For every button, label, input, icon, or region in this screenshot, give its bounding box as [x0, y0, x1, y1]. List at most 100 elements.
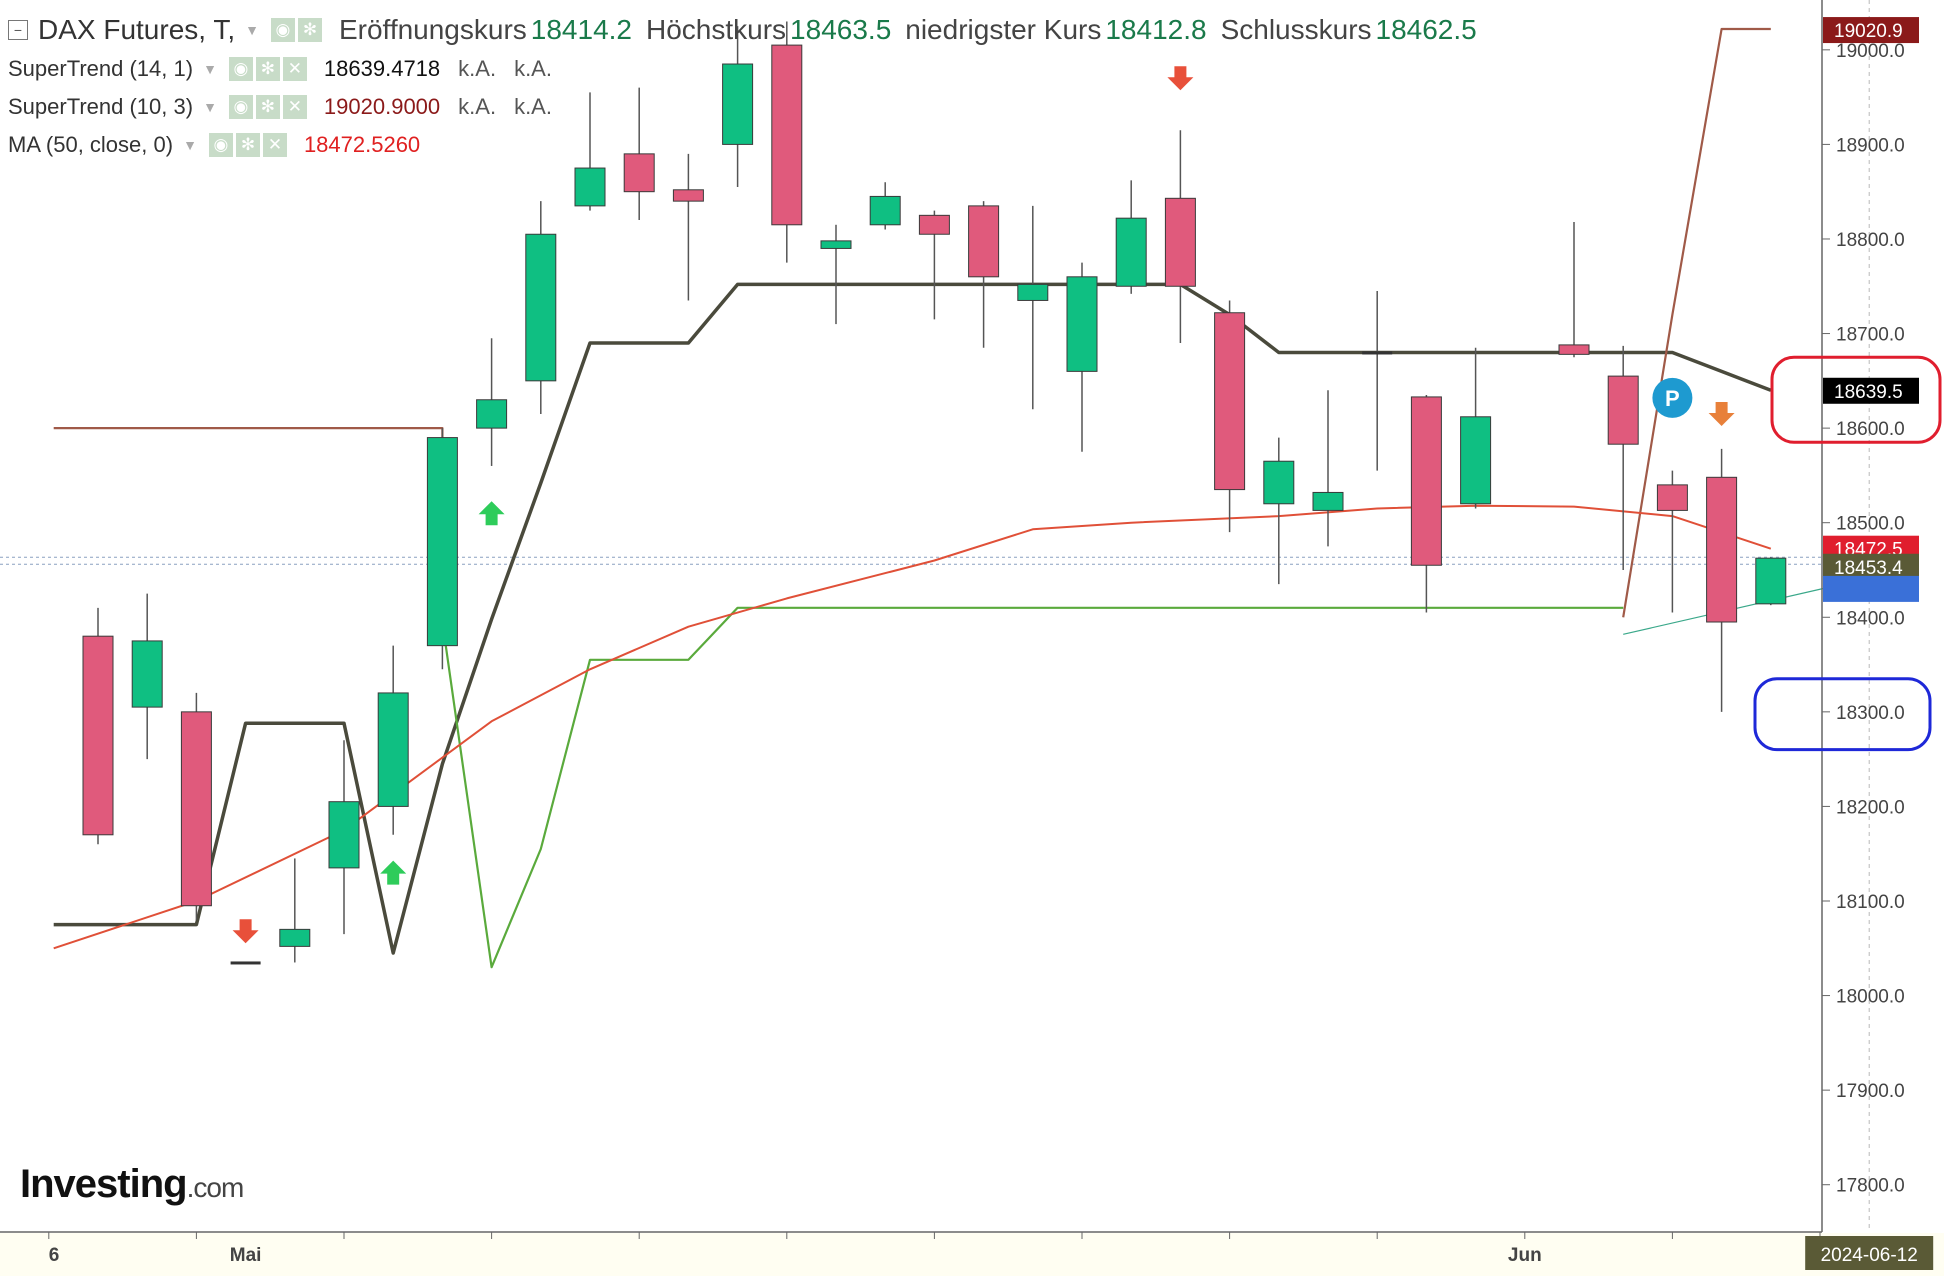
indicator-extra-2: k.A. — [514, 94, 552, 119]
ohlc-high-label: Höchstkurs — [646, 14, 787, 45]
x-tick-label: Jun — [1508, 1245, 1542, 1266]
y-tick-label: 17800.0 — [1836, 1176, 1905, 1197]
price-label-background — [1823, 575, 1919, 602]
gear-icon[interactable]: ✻ — [255, 95, 280, 119]
ohlc-low-label: niedrigster Kurs — [905, 14, 1102, 45]
gear-icon[interactable]: ✻ — [255, 57, 280, 81]
candle-body-up — [377, 692, 409, 807]
x-current-date-background — [1805, 1236, 1934, 1270]
y-tick-label: 18600.0 — [1836, 419, 1905, 440]
candle-body-down — [672, 189, 704, 202]
y-tick-label: 18800.0 — [1836, 230, 1905, 251]
candle-body-up — [279, 928, 311, 947]
close-icon[interactable]: ✕ — [282, 57, 307, 81]
arrow-down-icon — [1708, 401, 1735, 426]
candle-body-down — [623, 153, 655, 193]
arrow-up-icon — [380, 860, 407, 885]
symbol-title: DAX Futures, T, — [38, 14, 236, 45]
candle-body-down — [1164, 197, 1196, 287]
indicator-extra-2: k.A. — [514, 56, 552, 81]
y-tick-label: 18700.0 — [1836, 325, 1905, 346]
candle-body-down — [82, 635, 114, 836]
y-tick-label: 18200.0 — [1836, 797, 1905, 818]
eye-icon[interactable]: ◉ — [228, 57, 253, 81]
close-icon[interactable]: ✕ — [262, 133, 287, 157]
chart-legend: − DAX Futures, T, ▼ ◉ ✻ Eröffnungskurs 1… — [8, 10, 1477, 164]
candle-body-down — [1706, 476, 1738, 623]
series-line-supertrend-10-3-down — [53, 427, 444, 438]
indicator-name: MA (50, close, 0) — [8, 132, 174, 157]
gear-icon[interactable]: ✻ — [235, 133, 260, 157]
series-line-supertrend-10-3-down — [1622, 27, 1771, 618]
candle-body-down — [1410, 396, 1442, 566]
y-tick-label: 18300.0 — [1836, 703, 1905, 724]
arrow-up-icon — [478, 501, 505, 526]
arrow-down-icon — [1167, 66, 1194, 91]
candle-body-down — [771, 44, 803, 226]
signals-layer: P — [232, 66, 1735, 944]
candle-body-down — [180, 711, 212, 907]
y-tick-label: 18000.0 — [1836, 987, 1905, 1008]
candle-body-down — [1607, 375, 1639, 445]
candle-body-up — [525, 233, 557, 382]
candle-body-up — [1312, 491, 1344, 511]
ohlc-close-value: 18462.5 — [1375, 14, 1477, 45]
indicator-value: 19020.9000 — [323, 94, 441, 119]
annotations-layer — [1753, 355, 1942, 752]
logo-suffix: .com — [186, 1172, 245, 1203]
y-tick-label: 18900.0 — [1836, 135, 1905, 156]
indicator-extra-1: k.A. — [458, 94, 497, 119]
candle-body-up — [820, 240, 852, 249]
indicator-lines-layer — [53, 27, 1830, 969]
arrow-down-icon — [232, 919, 259, 944]
gear-icon[interactable]: ✻ — [297, 18, 322, 42]
candle-body-down — [1656, 484, 1688, 511]
x-tick-label: 6 — [49, 1245, 60, 1266]
pivot-marker-icon — [1652, 377, 1693, 418]
candle-body-up — [426, 437, 458, 647]
candle-body-up — [574, 167, 606, 207]
chevron-down-icon[interactable]: ▼ — [245, 22, 259, 38]
close-icon[interactable]: ✕ — [282, 95, 307, 119]
ohlc-low-value: 18412.8 — [1105, 14, 1207, 45]
price-label-background — [1823, 553, 1919, 580]
candle-body-up — [476, 399, 508, 429]
y-tick-label: 18500.0 — [1836, 514, 1905, 535]
candle-body-up — [1115, 217, 1147, 287]
logo-main: Investing — [20, 1162, 188, 1206]
y-tick-label: 18100.0 — [1836, 892, 1905, 913]
candle-body-doji — [230, 961, 261, 965]
chevron-down-icon[interactable]: ▼ — [203, 99, 217, 115]
chevron-down-icon[interactable]: ▼ — [183, 137, 197, 153]
candle-body-down — [968, 205, 1000, 278]
eye-icon[interactable]: ◉ — [208, 133, 233, 157]
legend-indicator-supertrend-14: SuperTrend (14, 1) ▼ ◉ ✻ ✕ 18639.4718 k.… — [8, 50, 1477, 88]
x-axis-background — [0, 1233, 1944, 1276]
ohlc-open-label: Eröffnungskurs — [338, 14, 527, 45]
candle-body-up — [869, 195, 901, 226]
series-line-supertrend-10-3-up — [441, 606, 1624, 969]
indicator-name: SuperTrend (10, 3) — [8, 94, 194, 119]
legend-header: − DAX Futures, T, ▼ ◉ ✻ Eröffnungskurs 1… — [8, 10, 1477, 50]
y-tick-label: 18400.0 — [1836, 608, 1905, 629]
ohlc-close-label: Schlusskurs — [1220, 14, 1372, 45]
annotation-blue-box — [1753, 677, 1932, 752]
candle-body-doji — [1362, 351, 1393, 355]
ohlc-high-value: 18463.5 — [790, 14, 892, 45]
price-label: 18453.4 — [1834, 558, 1903, 579]
eye-icon[interactable]: ◉ — [228, 95, 253, 119]
collapse-icon[interactable]: − — [8, 20, 28, 40]
ohlc-open-value: 18414.2 — [530, 14, 632, 45]
eye-icon[interactable]: ◉ — [270, 18, 295, 42]
candle-body-up — [131, 640, 163, 708]
price-label-background — [1823, 377, 1919, 404]
candle-body-down — [918, 214, 950, 235]
candle-body-up — [1755, 557, 1787, 605]
candles-layer — [82, 21, 1787, 965]
chevron-down-icon[interactable]: ▼ — [203, 61, 217, 77]
indicator-value: 18472.5260 — [303, 132, 421, 157]
x-tick-label: Mai — [230, 1245, 262, 1266]
